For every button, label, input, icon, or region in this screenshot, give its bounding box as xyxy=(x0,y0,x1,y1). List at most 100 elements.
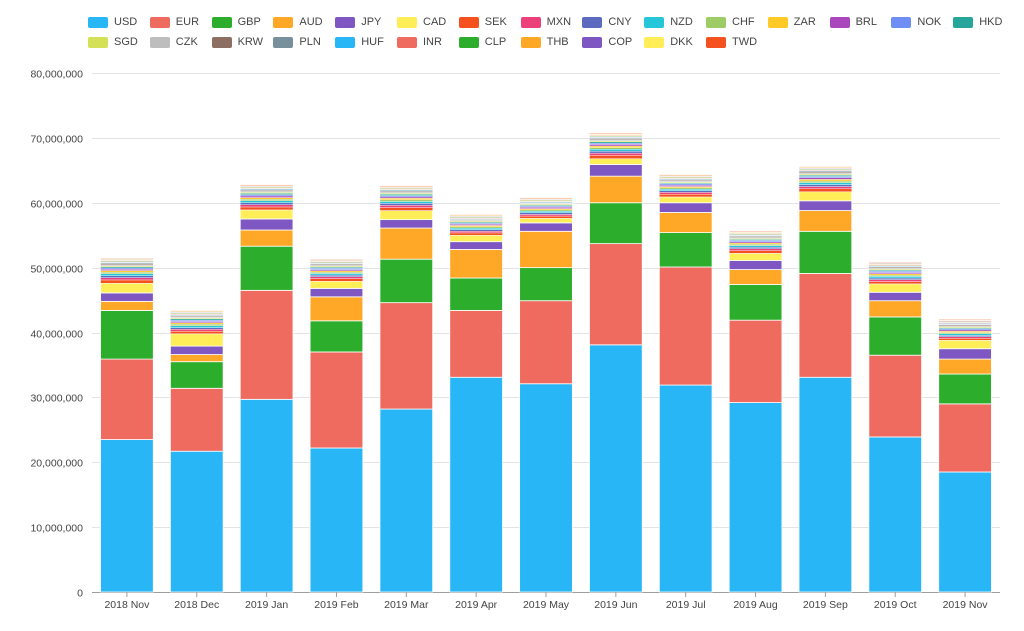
bar-segment-nzd[interactable] xyxy=(728,245,783,248)
bar-segment-nzd[interactable] xyxy=(449,227,503,230)
bar-segment-jpy[interactable] xyxy=(239,218,294,231)
bar-segment-nzd[interactable] xyxy=(379,201,433,204)
bar-segment-sek[interactable] xyxy=(938,338,992,341)
legend-item-zar[interactable]: ZAR xyxy=(767,14,816,30)
legend-item-usd[interactable]: USD xyxy=(88,14,137,30)
bar-segment-mxn[interactable] xyxy=(379,205,433,208)
bar-segment-eur[interactable] xyxy=(658,266,713,386)
bar-segment-mxn[interactable] xyxy=(728,248,783,251)
bar-segment-chf[interactable] xyxy=(240,198,294,202)
bar-segment-nzd[interactable] xyxy=(100,273,154,276)
bar-segment-gbp[interactable] xyxy=(379,258,434,304)
bar-segment-nzd[interactable] xyxy=(519,210,573,214)
bar-stack-2019-jul[interactable] xyxy=(658,174,713,593)
legend-item-sek[interactable]: SEK xyxy=(458,14,507,30)
bar-segment-eur[interactable] xyxy=(100,358,154,440)
bar-segment-twd[interactable] xyxy=(240,184,294,186)
bar-stack-2019-oct[interactable] xyxy=(868,261,922,593)
bar-segment-gbp[interactable] xyxy=(519,267,573,302)
bar-segment-mxn[interactable] xyxy=(798,186,852,190)
bar-segment-aud[interactable] xyxy=(868,300,922,318)
bar-segment-mxn[interactable] xyxy=(589,152,643,156)
bar-segment-zar[interactable] xyxy=(798,179,852,182)
bar-segment-aud[interactable] xyxy=(938,358,992,375)
bar-segment-usd[interactable] xyxy=(868,436,922,593)
legend-item-aud[interactable]: AUD xyxy=(273,14,323,30)
legend-item-brl[interactable]: BRL xyxy=(829,14,877,30)
bar-segment-mxn[interactable] xyxy=(170,329,224,332)
bar-stack-2019-sep[interactable] xyxy=(798,166,853,593)
bar-segment-sek[interactable] xyxy=(379,207,433,211)
bar-segment-cad[interactable] xyxy=(658,196,713,204)
bar-segment-gbp[interactable] xyxy=(449,277,503,311)
legend-item-twd[interactable]: TWD xyxy=(706,34,757,50)
bar-segment-cad[interactable] xyxy=(239,209,294,220)
bar-segment-usd[interactable] xyxy=(379,408,434,593)
bar-segment-brl[interactable] xyxy=(589,144,643,147)
bar-segment-twd[interactable] xyxy=(659,174,713,176)
bar-segment-cad[interactable] xyxy=(309,280,364,289)
bar-segment-eur[interactable] xyxy=(170,387,224,452)
legend-item-pln[interactable]: PLN xyxy=(273,34,321,50)
legend-item-nzd[interactable]: NZD xyxy=(644,14,693,30)
bar-segment-jpy[interactable] xyxy=(589,164,643,177)
legend-item-cop[interactable]: COP xyxy=(582,34,632,50)
bar-segment-chf[interactable] xyxy=(170,323,224,326)
bar-segment-eur[interactable] xyxy=(589,243,643,346)
legend-item-krw[interactable]: KRW xyxy=(211,34,263,50)
bar-segment-zar[interactable] xyxy=(100,270,154,273)
bar-segment-eur[interactable] xyxy=(728,319,783,403)
bar-segment-jpy[interactable] xyxy=(938,348,992,360)
bar-segment-aud[interactable] xyxy=(309,296,364,322)
bar-segment-brl[interactable] xyxy=(798,177,852,180)
bar-segment-mxn[interactable] xyxy=(240,204,294,208)
bar-segment-gbp[interactable] xyxy=(309,320,364,353)
bar-segment-aud[interactable] xyxy=(379,227,434,260)
bar-segment-aud[interactable] xyxy=(449,249,503,279)
bar-segment-cad[interactable] xyxy=(868,283,922,293)
bar-segment-gbp[interactable] xyxy=(868,316,922,356)
bar-segment-sek[interactable] xyxy=(170,331,224,334)
bar-segment-cny[interactable] xyxy=(868,277,922,280)
bar-segment-jpy[interactable] xyxy=(868,291,922,302)
bar-segment-gbp[interactable] xyxy=(239,245,294,291)
bar-stack-2019-aug[interactable] xyxy=(728,231,783,593)
legend-item-dkk[interactable]: DKK xyxy=(644,34,693,50)
bar-segment-mxn[interactable] xyxy=(519,214,573,217)
bar-segment-cad[interactable] xyxy=(519,217,573,224)
bar-segment-sek[interactable] xyxy=(240,206,294,211)
bar-segment-cad[interactable] xyxy=(449,234,503,243)
bar-segment-twd[interactable] xyxy=(309,258,364,261)
bar-segment-twd[interactable] xyxy=(728,231,783,233)
bar-segment-mxn[interactable] xyxy=(659,192,713,195)
bar-segment-gbp[interactable] xyxy=(938,373,992,405)
bar-segment-zar[interactable] xyxy=(240,197,294,200)
bar-segment-usd[interactable] xyxy=(170,450,224,593)
bar-segment-nzd[interactable] xyxy=(240,200,294,203)
bar-segment-sek[interactable] xyxy=(589,155,643,159)
bar-segment-twd[interactable] xyxy=(589,133,643,135)
bar-segment-eur[interactable] xyxy=(239,289,294,400)
bar-segment-cny[interactable] xyxy=(798,184,852,187)
bar-segment-cad[interactable] xyxy=(728,252,783,261)
legend-item-chf[interactable]: CHF xyxy=(706,14,755,30)
bar-segment-aud[interactable] xyxy=(728,269,783,285)
bar-segment-nzd[interactable] xyxy=(589,149,643,152)
bar-segment-eur[interactable] xyxy=(798,273,853,378)
bar-stack-2018-nov[interactable] xyxy=(100,258,154,593)
bar-segment-eur[interactable] xyxy=(309,351,364,449)
legend-item-cny[interactable]: CNY xyxy=(582,14,632,30)
bar-segment-eur[interactable] xyxy=(938,403,992,473)
bar-segment-twd[interactable] xyxy=(100,258,154,260)
bar-segment-usd[interactable] xyxy=(100,439,154,593)
bar-segment-twd[interactable] xyxy=(449,214,503,216)
bar-segment-cny[interactable] xyxy=(519,212,573,215)
bar-segment-chf[interactable] xyxy=(379,199,433,202)
bar-segment-zar[interactable] xyxy=(589,145,643,148)
bar-segment-eur[interactable] xyxy=(379,302,434,410)
bar-stack-2018-dec[interactable] xyxy=(170,310,224,593)
bar-segment-twd[interactable] xyxy=(938,319,992,321)
legend-item-huf[interactable]: HUF xyxy=(335,34,384,50)
bar-segment-brl[interactable] xyxy=(240,195,294,198)
bar-segment-usd[interactable] xyxy=(309,447,364,593)
